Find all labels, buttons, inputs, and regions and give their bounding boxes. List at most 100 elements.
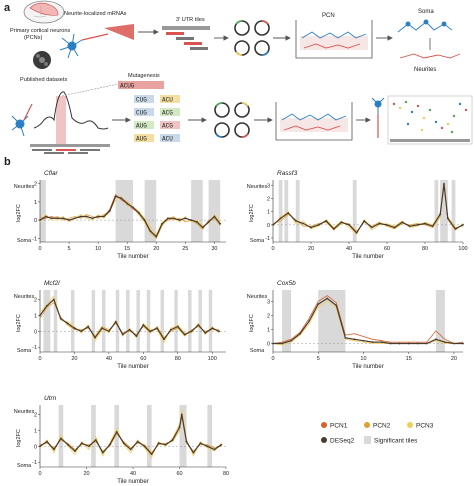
data-point (94, 439, 97, 441)
significant-band (114, 405, 120, 467)
published-label: Published datasets (20, 77, 67, 83)
data-point (50, 217, 53, 220)
data-point (80, 330, 83, 333)
data-point (121, 333, 124, 336)
y-label-neurites: Neurites (14, 294, 35, 300)
data-point (443, 183, 445, 185)
data-point (161, 222, 163, 225)
data-point (190, 330, 193, 333)
significant-band (160, 290, 164, 352)
significant-band (278, 180, 283, 242)
neurite-mrna-label: Neurite-localized mRNAs (64, 11, 127, 17)
x-tick-label: 0 (271, 356, 274, 362)
legend-pcn3: PCN3 (416, 423, 434, 430)
data-point (67, 443, 69, 446)
data-point (44, 215, 47, 218)
data-point (87, 445, 90, 448)
data-point (290, 339, 292, 342)
y-tick-label: 0 (267, 342, 270, 348)
significant-band (40, 180, 46, 242)
data-point (370, 226, 373, 229)
x-tick-label: 80 (422, 246, 428, 252)
variant-1-a: CUG (136, 97, 147, 104)
tile-highlight (56, 96, 66, 144)
variant-2-b: ACG (162, 110, 173, 117)
y-tick-label: 0 (34, 444, 37, 450)
series-pcn3 (272, 187, 464, 235)
neuron-icon-2 (11, 103, 33, 137)
data-point (143, 219, 146, 222)
significant-band (188, 290, 192, 352)
soma-label: Soma (418, 9, 434, 15)
legend-pcn3-swatch (407, 422, 413, 428)
data-point (393, 226, 396, 229)
y-label-soma: Soma (17, 463, 32, 469)
data-point (60, 437, 62, 440)
data-point (108, 443, 111, 446)
data-point (52, 298, 55, 301)
legend-pcn1: PCN1 (330, 423, 348, 430)
significant-band (282, 290, 292, 352)
result-scatter-icon (387, 95, 473, 145)
y-axis-label: log2FC (16, 429, 22, 447)
data-point (348, 223, 350, 226)
legend-pcn2: PCN2 (373, 423, 391, 430)
significant-band (174, 290, 178, 352)
data-point (386, 223, 388, 226)
data-point (220, 443, 223, 446)
series-deseq2 (39, 195, 221, 238)
variant-4-a: AUG (136, 136, 147, 143)
legend: PCN1 PCN2 PCN3 DESeq2 Significant tiles (321, 422, 434, 445)
significant-band (71, 290, 75, 352)
variant-3-a: AUG (136, 123, 147, 130)
legend-deseq2: DESeq2 (330, 438, 355, 445)
data-point (398, 342, 401, 345)
data-point (149, 230, 152, 232)
data-point (39, 314, 41, 317)
x-tick-label: 80 (175, 356, 181, 362)
x-tick-label: 5 (317, 356, 320, 362)
data-point (325, 219, 328, 222)
data-point (56, 217, 59, 220)
mutagenesis-label: Mutagenesis (128, 73, 160, 79)
data-point (149, 330, 152, 333)
y-label-neurites: Neurites (14, 409, 35, 415)
x-tick-label: 0 (271, 246, 274, 252)
data-point (317, 303, 320, 305)
variant-1-b: ACU (162, 97, 173, 104)
data-point (211, 327, 214, 330)
data-point (439, 213, 442, 216)
data-point (136, 440, 139, 443)
data-point (380, 341, 383, 344)
data-point (108, 210, 111, 212)
data-point (129, 448, 132, 451)
data-point (66, 322, 69, 325)
significant-band (53, 290, 58, 352)
data-point (431, 225, 434, 228)
data-point (85, 215, 88, 218)
x-tick-label: 20 (71, 356, 77, 362)
data-point (344, 337, 347, 339)
data-point (434, 338, 437, 341)
chart-title: Utrn (44, 395, 57, 402)
significant-band (146, 290, 151, 352)
y-axis-label: log2FC (249, 314, 255, 332)
x-tick-label: 60 (140, 356, 146, 362)
y-axis-label: log2FC (16, 314, 22, 332)
series-pcn3 (39, 195, 221, 236)
data-point (192, 451, 195, 454)
x-tick-label: 30 (211, 246, 217, 252)
data-point (101, 327, 103, 330)
data-point (362, 339, 365, 342)
data-point (389, 342, 392, 345)
chart-title: Mcf2l (44, 280, 60, 287)
x-tick-label: 100 (458, 246, 467, 252)
x-tick-label: 15 (406, 356, 412, 362)
x-tick-label: 80 (223, 471, 229, 477)
series-deseq2 (273, 297, 463, 345)
